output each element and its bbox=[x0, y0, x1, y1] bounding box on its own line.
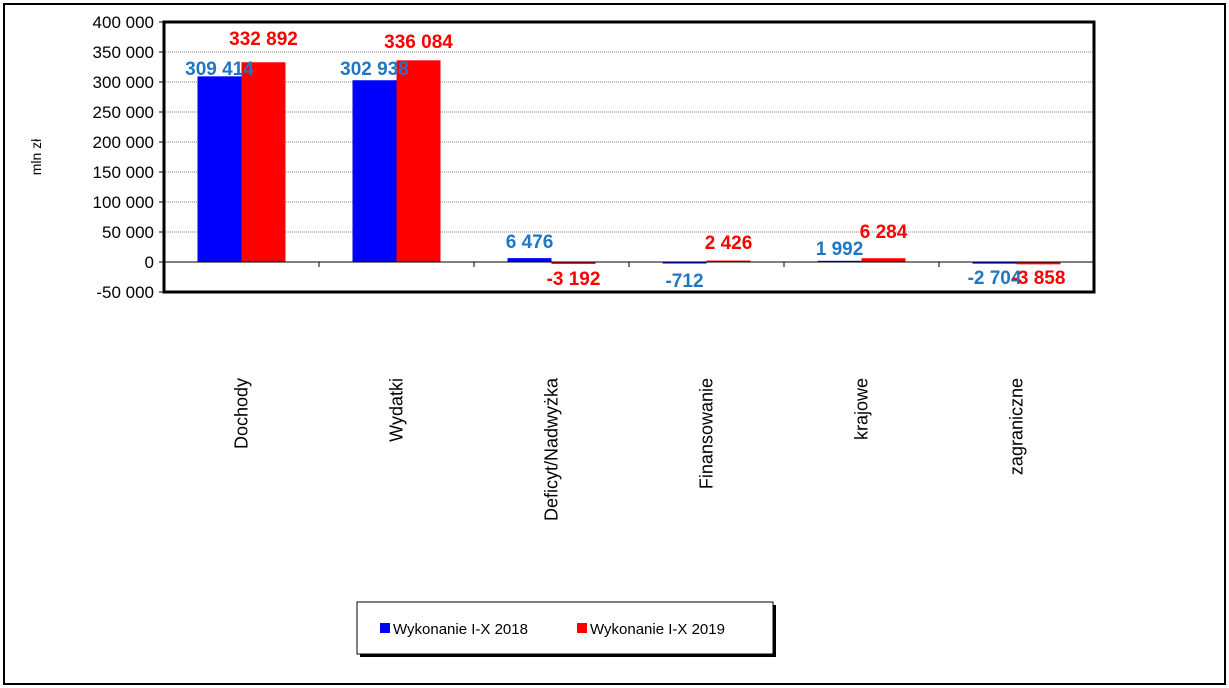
y-tick-label: 0 bbox=[145, 253, 154, 272]
y-tick-label: 200 000 bbox=[93, 133, 154, 152]
bar-2018-3 bbox=[662, 262, 707, 264]
bar-2019-5 bbox=[1016, 262, 1061, 265]
data-label: -2 704 bbox=[968, 268, 1022, 289]
x-category-label: Deficyt/Nadwyżka bbox=[542, 377, 562, 521]
y-tick-label: 350 000 bbox=[93, 43, 154, 62]
legend-box bbox=[356, 601, 774, 655]
y-axis-label: mln zł bbox=[28, 138, 44, 175]
data-label: -3 192 bbox=[547, 269, 601, 290]
legend-label: Wykonanie I-X 2019 bbox=[590, 621, 725, 638]
data-label: -712 bbox=[665, 271, 703, 292]
y-tick-label: 100 000 bbox=[93, 193, 154, 212]
x-category-label: Finansowanie bbox=[697, 378, 717, 489]
data-label: 6 476 bbox=[506, 232, 554, 253]
data-label: 2 426 bbox=[705, 233, 753, 254]
data-label: 336 084 bbox=[384, 32, 453, 53]
data-label: 302 938 bbox=[340, 59, 409, 80]
x-category-labels: Dochody Wydatki Deficyt/Nadwyżka Finansowan… bbox=[232, 377, 1027, 521]
x-category-label: Wydatki bbox=[387, 378, 407, 442]
x-category-label: Dochody bbox=[232, 378, 252, 449]
data-label: 6 284 bbox=[860, 222, 908, 243]
bar-2018-0 bbox=[197, 76, 242, 263]
y-tick-labels: -50 000 0 50 000 100 000 150 000 200 000 250 0… bbox=[93, 13, 154, 302]
axes bbox=[159, 20, 1096, 294]
outer-frame bbox=[3, 3, 1226, 685]
data-label: -3 858 bbox=[1012, 268, 1066, 289]
y-tick-label: 300 000 bbox=[93, 73, 154, 92]
y-tick-label: 150 000 bbox=[93, 163, 154, 182]
legend: Wykonanie I-X 2018 Wykonanie I-X 2019 bbox=[356, 601, 776, 657]
data-labels: 309 414 302 938 6 476 -712 1 992 -2 704 332 89… bbox=[185, 29, 1065, 292]
bar-2018-1 bbox=[352, 80, 397, 262]
legend-label: Wykonanie I-X 2018 bbox=[393, 621, 528, 638]
grid-lines bbox=[164, 51, 1094, 233]
bars bbox=[197, 60, 1061, 265]
plot-frame bbox=[162, 20, 1096, 294]
x-category-label: krajowe bbox=[852, 378, 872, 440]
data-label: 309 414 bbox=[185, 59, 254, 80]
bar-2018-2 bbox=[507, 258, 552, 262]
bar-2019-1 bbox=[396, 60, 441, 262]
bar-2019-3 bbox=[706, 260, 751, 263]
y-tick-label: 250 000 bbox=[93, 103, 154, 122]
bar-2019-0 bbox=[241, 62, 286, 262]
bar-2018-5 bbox=[972, 262, 1017, 264]
bar-2019-4 bbox=[861, 258, 906, 262]
data-label: 1 992 bbox=[816, 239, 864, 260]
legend-swatch bbox=[380, 623, 390, 633]
x-category-label: zagraniczne bbox=[1007, 378, 1027, 475]
data-label: 332 892 bbox=[229, 29, 298, 50]
legend-swatch bbox=[577, 623, 587, 633]
y-tick-label: 50 000 bbox=[102, 223, 154, 242]
y-tick-label: 400 000 bbox=[93, 13, 154, 32]
y-tick-label: -50 000 bbox=[96, 283, 154, 302]
bar-2019-2 bbox=[551, 262, 596, 264]
